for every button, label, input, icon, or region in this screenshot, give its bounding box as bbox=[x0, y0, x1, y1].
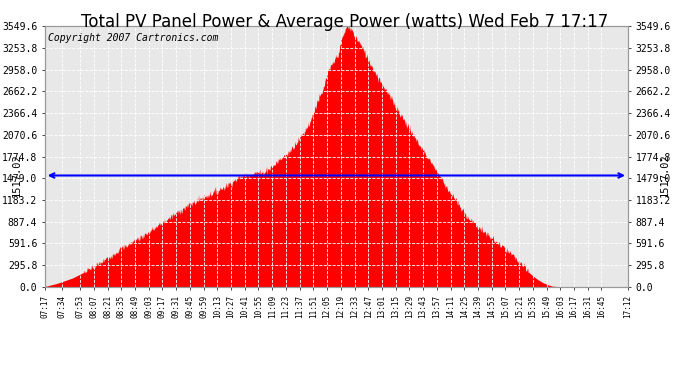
Text: 1517.02: 1517.02 bbox=[12, 154, 21, 197]
Text: 1517.02: 1517.02 bbox=[660, 154, 670, 197]
Text: Copyright 2007 Cartronics.com: Copyright 2007 Cartronics.com bbox=[48, 33, 218, 43]
Text: Total PV Panel Power & Average Power (watts) Wed Feb 7 17:17: Total PV Panel Power & Average Power (wa… bbox=[81, 13, 609, 31]
